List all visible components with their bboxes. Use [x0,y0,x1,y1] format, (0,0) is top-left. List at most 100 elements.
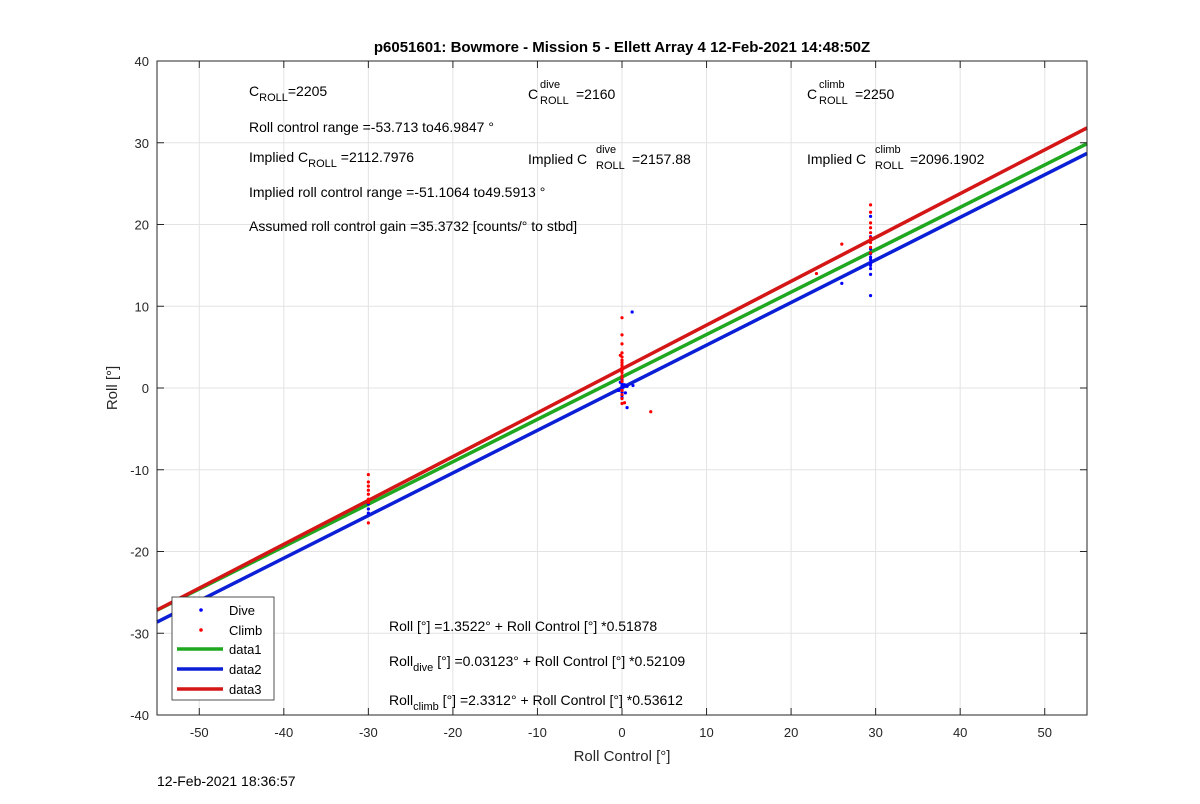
climb-point [620,333,624,337]
climb-point [366,521,370,525]
dive-point [620,383,624,388]
climb-point [366,492,370,496]
climb-point [620,392,624,397]
fit-all-equation: Roll [°] =1.3522° + Roll Control [°] *0.… [389,618,657,634]
dive-point [868,272,873,276]
dive-point [625,406,629,410]
climb-point [366,484,370,488]
climb-point [840,242,844,246]
dive-point [868,267,873,271]
climb-point [620,368,624,372]
x-tick-label: -20 [444,725,463,740]
climb-point [649,410,653,414]
climb-point [620,401,624,406]
dive-point [868,214,873,218]
x-tick-label: -30 [359,725,378,740]
dive-point [617,388,621,393]
c-roll-annotation: CROLL=2205 [249,83,327,104]
climb-point [868,221,873,225]
c-roll-dive-annotation: C dive ROLL =2160 [528,75,616,107]
dive-point [366,511,370,515]
climb-point [620,388,624,393]
climb-point [620,365,624,370]
climb-point [868,226,873,230]
legend-climb-marker [199,628,203,632]
climb-point [366,500,370,505]
x-tick-label: 50 [1037,725,1051,740]
dive-point [620,386,624,390]
x-tick-label: -40 [274,725,293,740]
dive-point [868,294,873,298]
climb-point [620,358,624,362]
climb-point [620,370,624,375]
legend: Dive Climb data1 data2 data3 [171,596,275,701]
climb-point [366,480,370,484]
climb-point [620,342,624,346]
scatter-points [366,203,873,525]
implied-c-roll-dive-annotation: Implied C dive ROLL =2157.88 [528,140,691,172]
dive-point [623,391,627,395]
y-tick-label: 30 [135,136,149,151]
climb-point [366,473,370,477]
implied-c-roll-annotation: Implied CROLL =2112.7976 [249,149,414,170]
climb-point [868,203,873,207]
x-tick-label: 40 [953,725,967,740]
y-tick-label: -40 [130,708,149,723]
footer-timestamp: 12-Feb-2021 18:36:57 [157,773,296,789]
x-tick-label: -10 [528,725,547,740]
climb-point [620,376,624,380]
climb-point [366,497,370,501]
dive-point [868,255,873,259]
climb-point [868,245,873,249]
legend-data1-label: data1 [229,642,262,657]
climb-point [620,351,624,355]
y-tick-label: 40 [135,54,149,69]
roll-control-range-text: Roll control range =-53.713 to46.9847 ° [249,119,494,135]
dive-point [868,258,873,262]
c-roll-climb-annotation: C climb ROLL =2250 [807,75,895,107]
climb-point [622,401,627,405]
climb-point [620,361,624,365]
y-tick-label: -20 [130,545,149,560]
climb-point [868,231,873,235]
x-tick-label: 20 [784,725,798,740]
fit-dive-equation: Rolldive [°] =0.03123° + Roll Control [°… [389,653,685,674]
legend-dive-label: Dive [229,603,255,618]
climb-point [620,363,624,367]
legend-data2-label: data2 [229,662,262,677]
implied-range-text: Implied roll control range =-51.1064 to4… [249,184,545,200]
dive-point [625,384,629,388]
x-axis-label: Roll Control [°] [574,748,671,765]
climb-point [620,316,624,320]
legend-climb-label: Climb [229,623,262,638]
climb-point [814,271,819,276]
legend-dive-marker [199,608,203,612]
dive-point [868,261,873,265]
y-tick-label: -10 [130,463,149,478]
climb-point [620,379,624,384]
dive-point [366,507,370,511]
y-tick-label: 10 [135,299,149,314]
y-axis-label: Roll [°] [104,366,121,410]
climb-point [868,235,873,240]
legend-data3-label: data3 [229,682,262,697]
dive-point [868,263,873,267]
climb-point [868,251,873,255]
assumed-gain-text: Assumed roll control gain =35.3732 [coun… [249,218,577,234]
climb-point [620,374,624,378]
dive-point [840,281,844,285]
climb-point [366,488,370,492]
y-tick-label: 20 [135,218,149,233]
dive-point [631,383,635,388]
y-tick-label: -30 [130,626,149,641]
x-tick-label: 10 [699,725,713,740]
implied-c-roll-climb-annotation: Implied C climb ROLL =2096.1902 [807,140,985,172]
dive-point [622,383,627,387]
y-tick-label: 0 [142,381,149,396]
climb-point [868,240,873,245]
x-tick-label: 30 [868,725,882,740]
x-tick-label: 0 [618,725,625,740]
fit-climb-equation: Rollclimb [°] =2.3312° + Roll Control [°… [389,692,683,713]
dive-point [630,310,634,314]
x-tick-label: -50 [190,725,209,740]
